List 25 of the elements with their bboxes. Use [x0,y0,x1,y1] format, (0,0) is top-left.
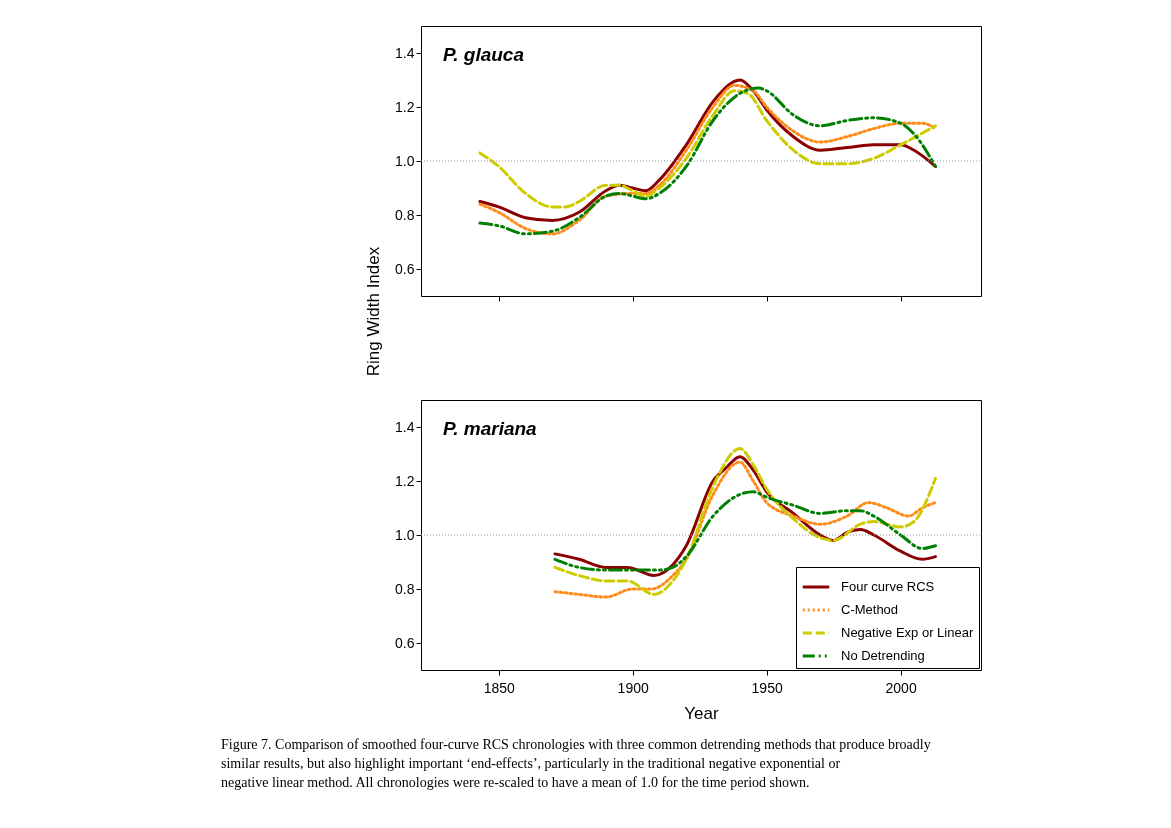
legend-label: C-Method [841,602,899,617]
legend-label: Negative Exp or Linear [841,625,974,640]
y-tick-label: 1.4 [395,418,415,435]
y-tick-label: 1.2 [395,472,415,489]
legend-label: No Detrending [841,648,925,663]
line-series [553,490,937,572]
x-tick-label: 1950 [751,679,783,696]
x-tick-label: 1850 [483,679,515,696]
caption: Figure 7. Comparison of smoothed four-curve RCS chronologies with three common detrending methods that produce broadly similar results, but also highlight important ‘end-effects’, particularly in the traditional negative exponential or negative linear method. All chronologies were re-scaled to have a mean of 1.0 for the time period shown. [221,737,931,790]
y-axis-title: Ring Width Index [364,246,384,377]
text: P. glauca [443,44,525,65]
y-tick-label: 0.8 [395,206,415,223]
y-tick-label: 1.2 [395,98,415,115]
y-tick-label: 1.0 [395,526,415,543]
x-axis-title: Year [684,703,720,723]
line-series [478,89,937,209]
legend-label: Four curve RCS [841,579,935,594]
y-tick-label: 1.0 [395,152,415,169]
text: P. mariana [443,418,538,439]
y-tick-label: 0.6 [395,634,415,651]
y-tick-label: 0.8 [395,580,415,597]
x-tick-label: 1900 [617,679,649,696]
x-tick-label: 2000 [885,679,917,696]
y-tick-label: 1.4 [395,44,415,61]
y-tick-label: 0.6 [395,260,415,277]
